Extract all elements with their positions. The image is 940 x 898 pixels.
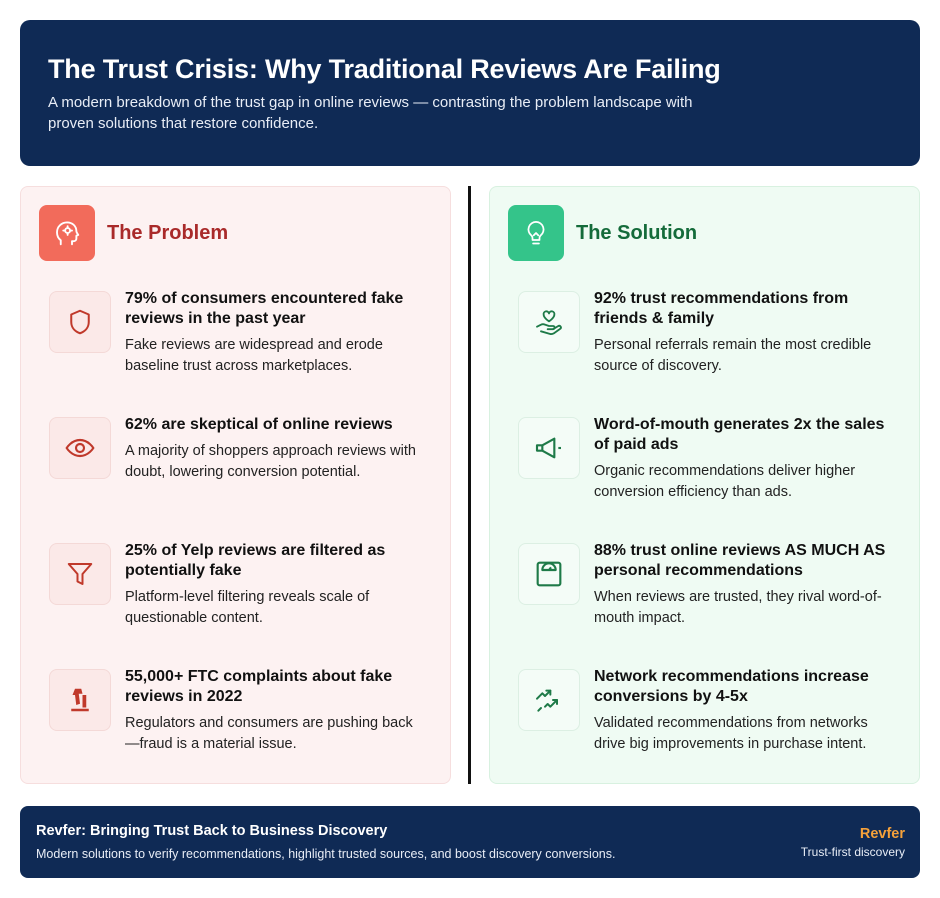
item-title: 88% trust online reviews AS MUCH AS pers… [594, 542, 886, 579]
shield-icon [49, 291, 111, 353]
item-title: 62% are skeptical of online reviews [125, 416, 393, 433]
item-desc: Platform-level filtering reveals scale o… [125, 589, 370, 626]
problem-panel: The Problem 79% of consumers encountered… [20, 186, 451, 784]
footer-desc: Modern solutions to verify recommendatio… [36, 847, 616, 861]
heart-hand-icon [518, 291, 580, 353]
lightbulb-icon [508, 205, 564, 261]
solution-panel: The Solution 92% trust recommendations f… [489, 186, 920, 784]
item-desc: Fake reviews are widespread and erode ba… [125, 337, 383, 374]
item-desc: Organic recommendations deliver higher c… [594, 463, 856, 500]
scale-icon [518, 543, 580, 605]
page-subtitle: A modern breakdown of the trust gap in o… [48, 94, 693, 132]
item-desc: Regulators and consumers are pushing bac… [125, 715, 413, 752]
problem-title: The Problem [107, 221, 229, 244]
item-desc: A majority of shoppers approach reviews … [125, 443, 416, 480]
megaphone-icon [518, 417, 580, 479]
list-item: Network recommendations increase convers… [508, 667, 901, 793]
problem-header: The Problem [39, 205, 432, 261]
footer-title: Revfer: Bringing Trust Back to Business … [36, 823, 388, 839]
list-item: 25% of Yelp reviews are filtered as pote… [39, 541, 432, 667]
item-title: Word-of-mouth generates 2x the sales of … [594, 416, 885, 453]
brand-name: Revfer [859, 826, 905, 842]
head-profile-icon [39, 205, 95, 261]
list-item: 92% trust recommendations from friends &… [508, 289, 901, 415]
solution-header: The Solution [508, 205, 901, 261]
item-desc: Personal referrals remain the most credi… [594, 337, 872, 374]
list-item: Word-of-mouth generates 2x the sales of … [508, 415, 901, 541]
list-item: 62% are skeptical of online reviews A ma… [39, 415, 432, 541]
solution-list: 92% trust recommendations from friends &… [508, 289, 901, 793]
problem-list: 79% of consumers encountered fake review… [39, 289, 432, 793]
list-item: 79% of consumers encountered fake review… [39, 289, 432, 415]
trend-arrows-icon [518, 669, 580, 731]
footer-brand: Revfer Trust-first discovery [801, 826, 905, 859]
eye-icon [49, 417, 111, 479]
list-item: 88% trust online reviews AS MUCH AS pers… [508, 541, 901, 667]
item-title: 79% of consumers encountered fake review… [125, 290, 404, 327]
gavel-icon [49, 669, 111, 731]
item-title: Network recommendations increase convers… [594, 668, 869, 705]
footer-banner: Revfer: Bringing Trust Back to Business … [20, 806, 920, 878]
header-banner: The Trust Crisis: Why Traditional Review… [20, 20, 920, 166]
brand-tagline: Trust-first discovery [800, 845, 905, 859]
item-desc: When reviews are trusted, they rival wor… [594, 589, 882, 626]
solution-title: The Solution [576, 221, 698, 244]
funnel-icon [49, 543, 111, 605]
item-title: 25% of Yelp reviews are filtered as pote… [125, 542, 386, 579]
item-title: 92% trust recommendations from friends &… [594, 290, 849, 327]
item-desc: Validated recommendations from networks … [594, 715, 868, 752]
list-item: 55,000+ FTC complaints about fake review… [39, 667, 432, 793]
item-title: 55,000+ FTC complaints about fake review… [125, 668, 393, 705]
page-title: The Trust Crisis: Why Traditional Review… [48, 54, 721, 84]
divider [468, 186, 471, 784]
